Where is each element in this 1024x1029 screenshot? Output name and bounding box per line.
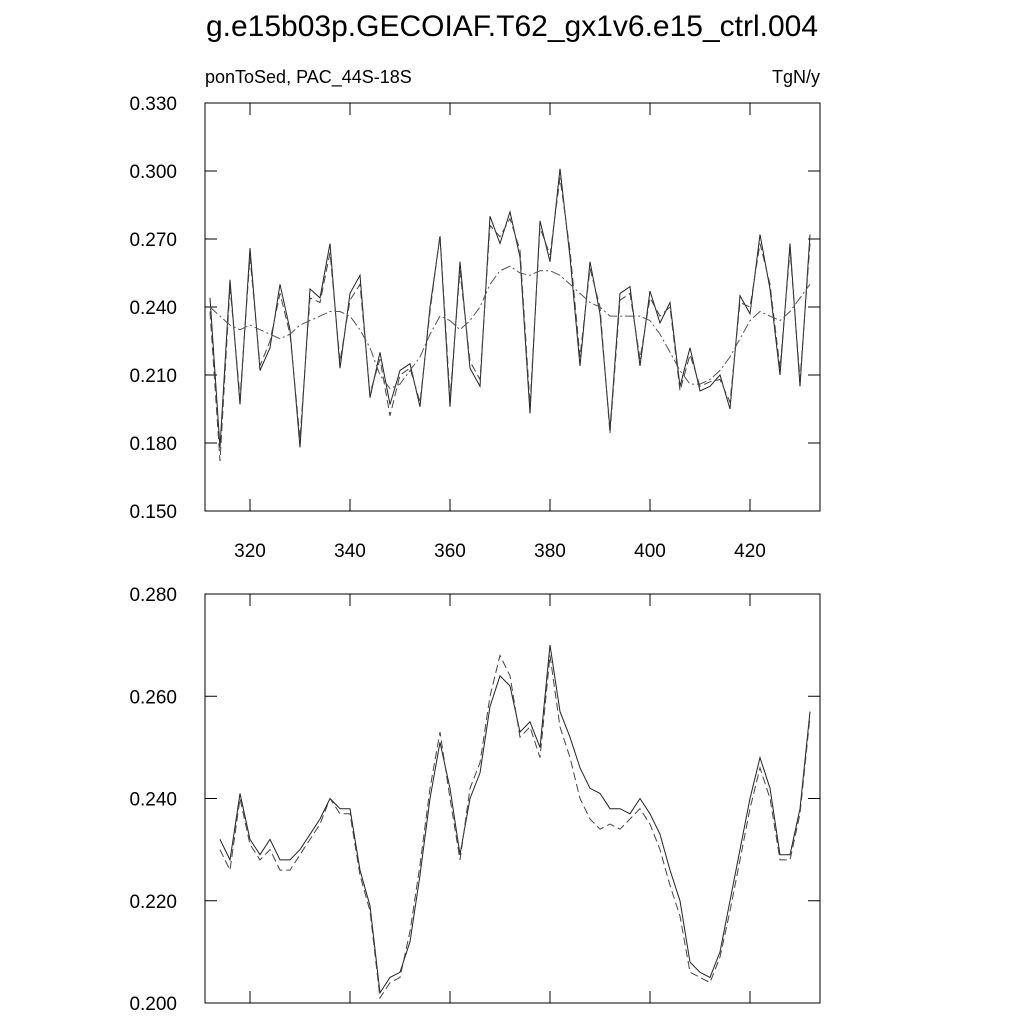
y-tick-label: 0.300 bbox=[129, 162, 177, 183]
subtitle-left: ponToSed, PAC_44S-18S bbox=[205, 67, 412, 88]
plot-frame bbox=[204, 593, 821, 1004]
series-line bbox=[209, 177, 811, 462]
y-tick-label: 0.220 bbox=[129, 892, 177, 913]
y-tick-label: 0.240 bbox=[129, 298, 177, 319]
y-tick-label: 0.150 bbox=[129, 502, 177, 523]
x-tick-label: 340 bbox=[334, 541, 366, 562]
x-tick-label: 380 bbox=[534, 541, 566, 562]
series-line bbox=[219, 653, 811, 1000]
x-tick-label: 400 bbox=[634, 541, 666, 562]
x-tick-label: 320 bbox=[234, 541, 266, 562]
y-tick-label: 0.330 bbox=[129, 94, 177, 115]
y-tick-label: 0.210 bbox=[129, 366, 177, 387]
y-tick-label: 0.280 bbox=[129, 585, 177, 606]
y-tick-label: 0.200 bbox=[129, 994, 177, 1015]
y-tick-label: 0.270 bbox=[129, 230, 177, 251]
series-line bbox=[219, 645, 811, 995]
x-tick-label: 360 bbox=[434, 541, 466, 562]
y-tick-label: 0.180 bbox=[129, 434, 177, 455]
series-line bbox=[209, 265, 811, 390]
chart-title: g.e15b03p.GECOIAF.T62_gx1v6.e15_ctrl.004 bbox=[206, 10, 818, 43]
plot-frame bbox=[204, 102, 821, 512]
x-tick-label: 420 bbox=[734, 541, 766, 562]
y-tick-label: 0.260 bbox=[129, 687, 177, 708]
subtitle-right: TgN/y bbox=[772, 67, 820, 87]
series-line bbox=[209, 168, 811, 448]
y-tick-label: 0.240 bbox=[129, 790, 177, 811]
